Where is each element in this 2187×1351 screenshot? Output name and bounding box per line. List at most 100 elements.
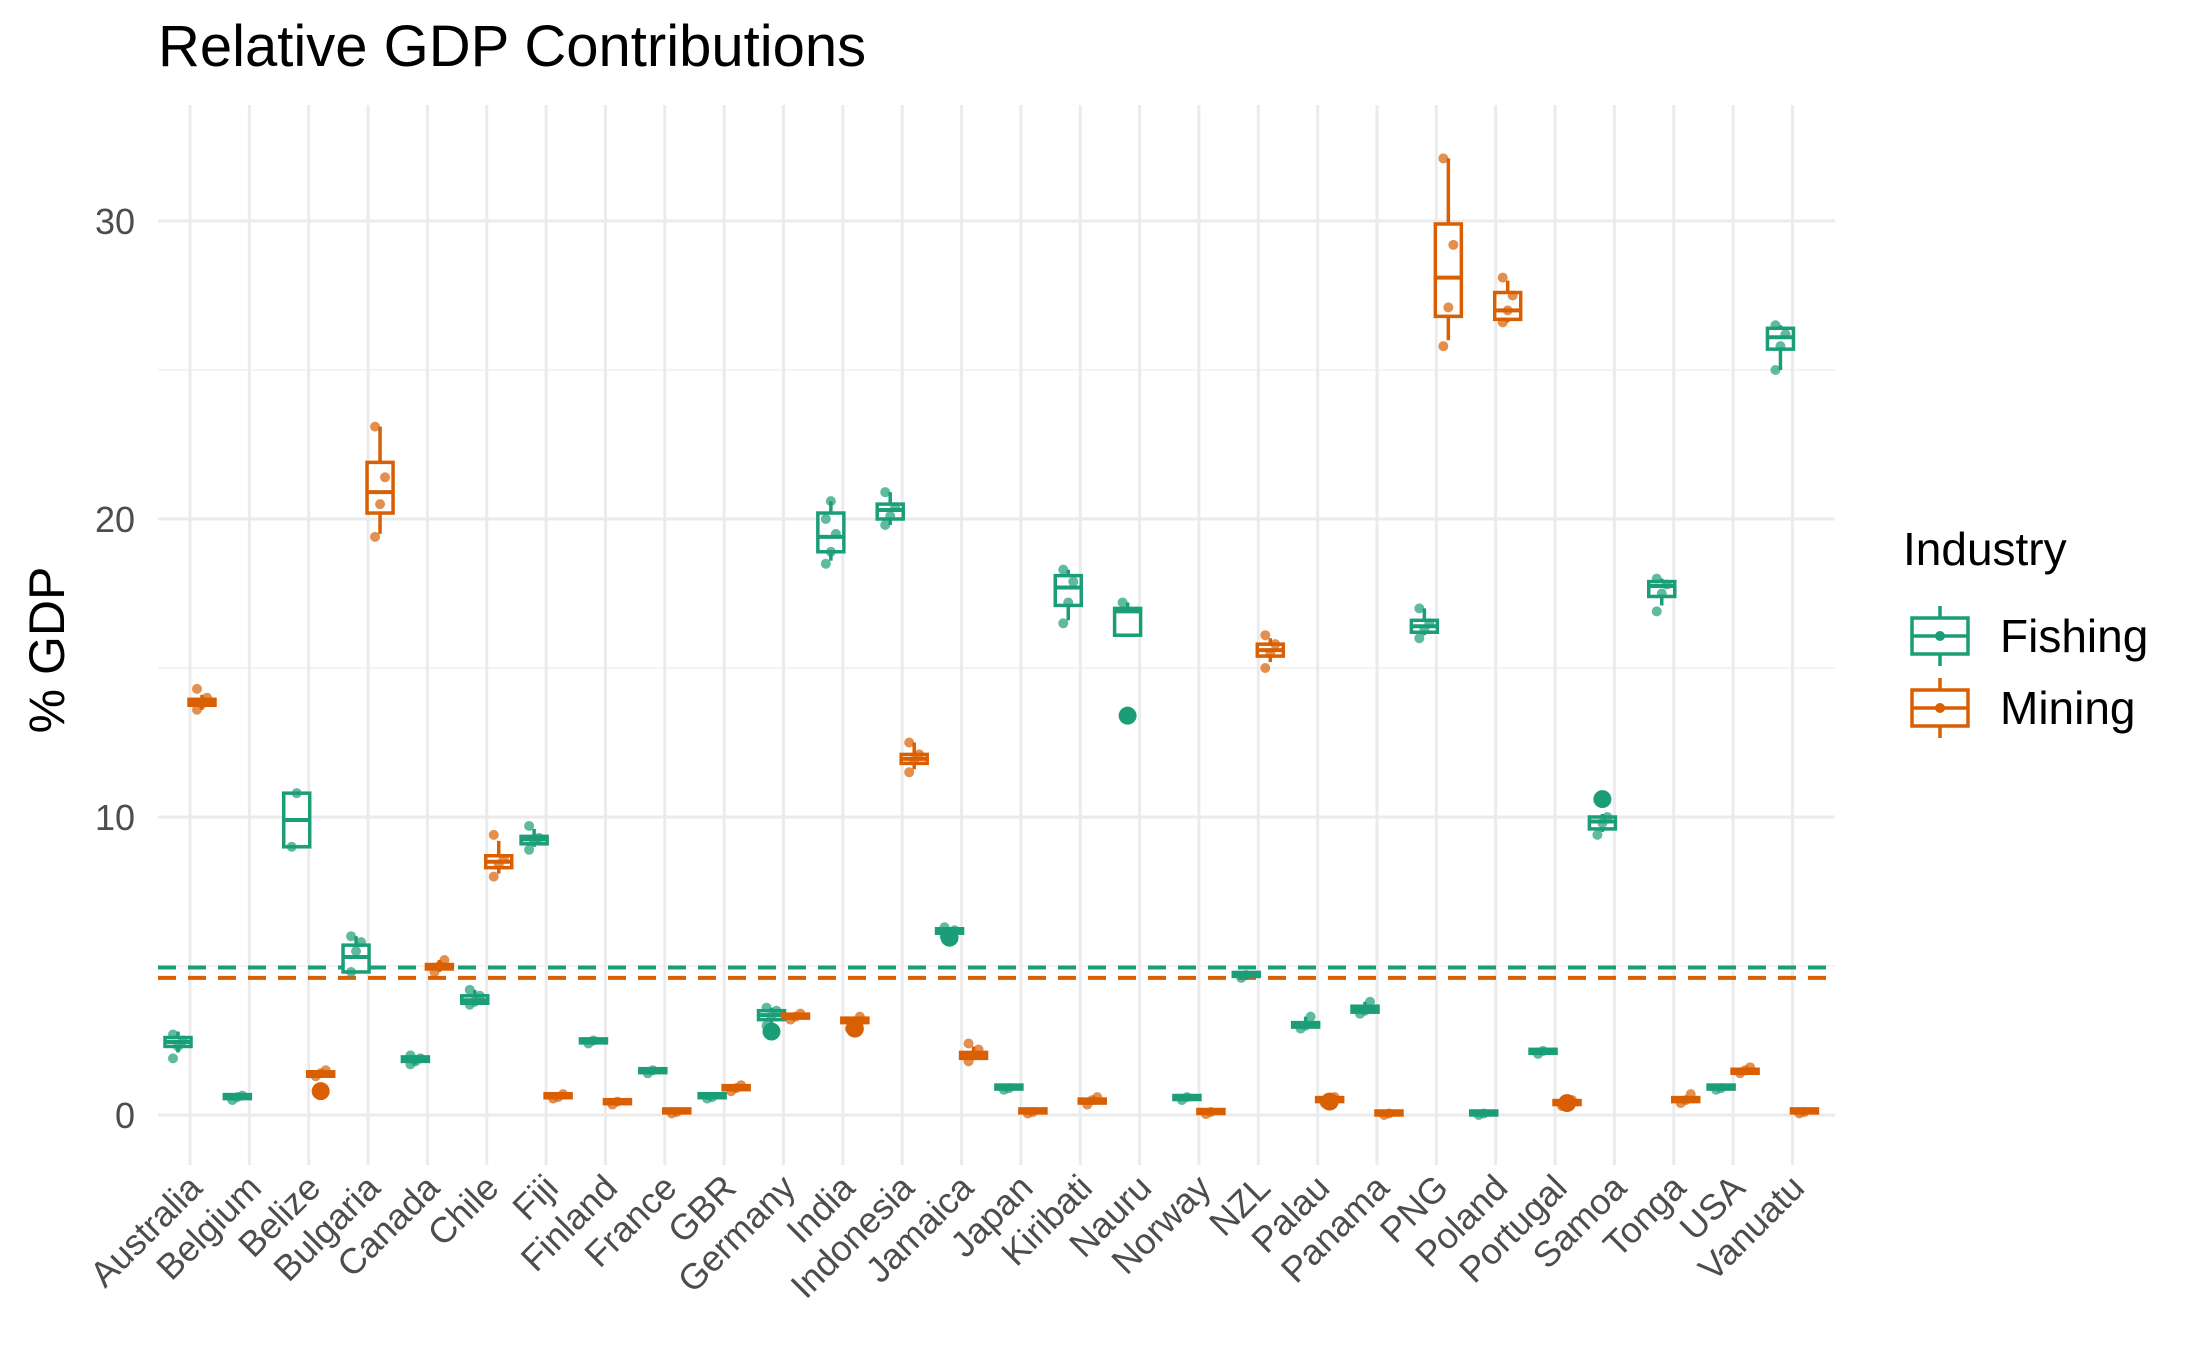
box-fishing-samoa — [1587, 790, 1618, 840]
data-point — [356, 937, 367, 948]
data-point — [286, 841, 297, 852]
data-point — [820, 514, 831, 524]
box-fishing-france — [638, 1065, 668, 1079]
box-mining-indonesia — [899, 737, 929, 778]
box-fishing-jamaica — [934, 922, 965, 947]
data-point — [380, 472, 391, 483]
data-point — [736, 1080, 747, 1091]
data-point — [415, 1053, 426, 1064]
box-mining-chile — [484, 829, 514, 882]
data-point — [1365, 996, 1375, 1007]
data-point — [178, 1035, 188, 1046]
data-point — [346, 931, 357, 942]
data-point — [1651, 573, 1662, 584]
box-mining-gbr — [721, 1080, 751, 1097]
data-point — [1685, 1089, 1696, 1100]
data-point — [671, 1107, 682, 1118]
legend-item-mining: Mining — [1910, 678, 2136, 738]
box-fishing-png — [1409, 603, 1440, 644]
data-point — [375, 499, 386, 510]
data-point — [1058, 618, 1069, 629]
data-point — [1414, 603, 1425, 614]
data-point — [612, 1096, 623, 1107]
data-point — [237, 1090, 248, 1101]
box-fishing-germany — [756, 1002, 787, 1041]
legend-label: Mining — [2000, 682, 2136, 734]
box-mining-nzl — [1255, 630, 1286, 673]
data-point — [1799, 1107, 1810, 1118]
box-fishing-norway — [1172, 1092, 1202, 1106]
outlier-point — [1558, 1094, 1577, 1113]
data-point — [192, 683, 202, 694]
data-point — [1305, 1011, 1316, 1022]
data-point — [1241, 969, 1252, 980]
x-axis-ticks: AustraliaBelgiumBelizeBulgariaCanadaChil… — [82, 1166, 1812, 1306]
box-fishing-nauru — [1112, 597, 1143, 725]
outlier-point — [1118, 706, 1137, 725]
data-point — [1003, 1083, 1014, 1094]
box-fishing-finland — [578, 1035, 609, 1049]
data-point — [346, 966, 357, 977]
data-point — [370, 421, 381, 432]
data-point — [830, 528, 841, 539]
outlier-point — [1320, 1092, 1339, 1111]
data-point — [647, 1065, 658, 1076]
box-fishing-panama — [1350, 996, 1380, 1019]
legend-key-point — [1935, 703, 1945, 713]
box-fishing-gbr — [697, 1091, 727, 1104]
data-point — [405, 1050, 416, 1061]
box-fishing-usa — [1706, 1083, 1736, 1095]
data-point — [1651, 606, 1662, 617]
box — [1433, 222, 1464, 319]
data-point — [1438, 341, 1449, 352]
box-fishing-bulgaria — [341, 931, 371, 977]
data-point — [320, 1065, 331, 1076]
data-point — [1063, 597, 1074, 608]
box-mining-germany — [780, 1008, 811, 1025]
box-mining-poland — [1492, 272, 1523, 328]
data-point — [1414, 633, 1425, 644]
data-point — [1058, 564, 1069, 575]
box-mining-portugal — [1552, 1094, 1582, 1113]
data-point — [1438, 153, 1449, 164]
box-mining-kiribati — [1077, 1092, 1107, 1110]
legend-label: Fishing — [2000, 610, 2148, 662]
data-point — [1092, 1092, 1103, 1103]
data-point — [534, 832, 545, 843]
box-fishing-india — [816, 496, 846, 569]
data-point — [1068, 576, 1079, 587]
data-point — [1770, 320, 1781, 331]
legend-title: Industry — [1903, 523, 2067, 575]
box-fishing-kiribati — [1053, 564, 1083, 629]
data-point — [904, 767, 915, 778]
data-point — [588, 1035, 599, 1046]
data-point — [524, 820, 535, 831]
data-point — [1538, 1045, 1549, 1056]
reference-lines — [158, 965, 1835, 980]
data-point — [880, 487, 891, 498]
y-tick-label: 0 — [115, 1095, 135, 1136]
outlier-point — [311, 1082, 330, 1101]
data-point — [795, 1008, 806, 1019]
data-point — [885, 511, 896, 522]
data-point — [498, 853, 509, 864]
data-point — [1448, 239, 1459, 250]
data-point — [761, 1002, 772, 1013]
boxplot-marks — [163, 153, 1820, 1120]
data-point — [439, 955, 450, 966]
legend-items: Fishing Mining — [1910, 606, 2148, 738]
legend: Industry Fishing Mining — [1903, 523, 2148, 738]
data-point — [488, 871, 499, 882]
data-point — [464, 984, 475, 995]
outlier-point — [762, 1022, 781, 1041]
box-fishing-japan — [994, 1083, 1024, 1095]
y-tick-label: 30 — [95, 201, 135, 242]
box-fishing-belgium — [222, 1090, 253, 1106]
box-mining-bulgaria — [365, 421, 395, 542]
data-point — [1260, 630, 1271, 641]
y-axis-ticks: 0 10 20 30 — [95, 201, 135, 1136]
data-point — [1384, 1108, 1394, 1119]
data-point — [707, 1092, 718, 1103]
box-fishing-nzl — [1231, 969, 1262, 983]
box-mining-belize — [305, 1065, 336, 1101]
